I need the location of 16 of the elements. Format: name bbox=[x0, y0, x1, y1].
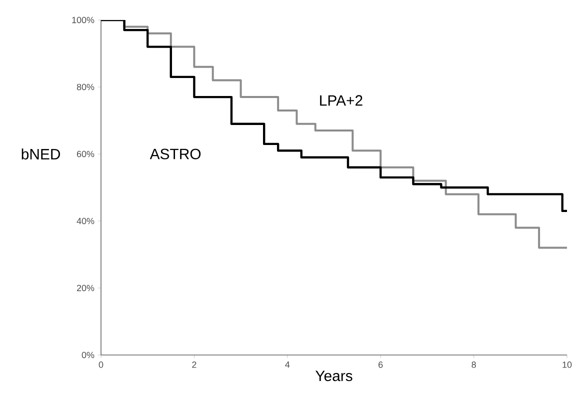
x-tick-label: 0 bbox=[98, 362, 104, 368]
y-tick-label: 100% bbox=[72, 16, 94, 24]
y-tick-label: 20% bbox=[77, 284, 94, 292]
y-tick-label: 0% bbox=[82, 352, 94, 358]
y-tick-label: 40% bbox=[76, 218, 94, 224]
x-tick-label: 4 bbox=[285, 362, 290, 368]
x-axis-title: Years bbox=[316, 370, 352, 382]
y-axis-title: bNED bbox=[22, 148, 60, 160]
x-tick-label: 8 bbox=[472, 362, 476, 368]
x-tick-label: 2 bbox=[192, 362, 196, 368]
x-tick-label: 6 bbox=[378, 362, 383, 368]
y-tick-label: 80% bbox=[76, 84, 94, 90]
text: ASTRO bbox=[150, 148, 201, 160]
series-label: LPA+2 bbox=[320, 95, 362, 106]
y-tick-label: 60% bbox=[77, 150, 94, 158]
x-tick-label: 10 bbox=[562, 362, 572, 368]
